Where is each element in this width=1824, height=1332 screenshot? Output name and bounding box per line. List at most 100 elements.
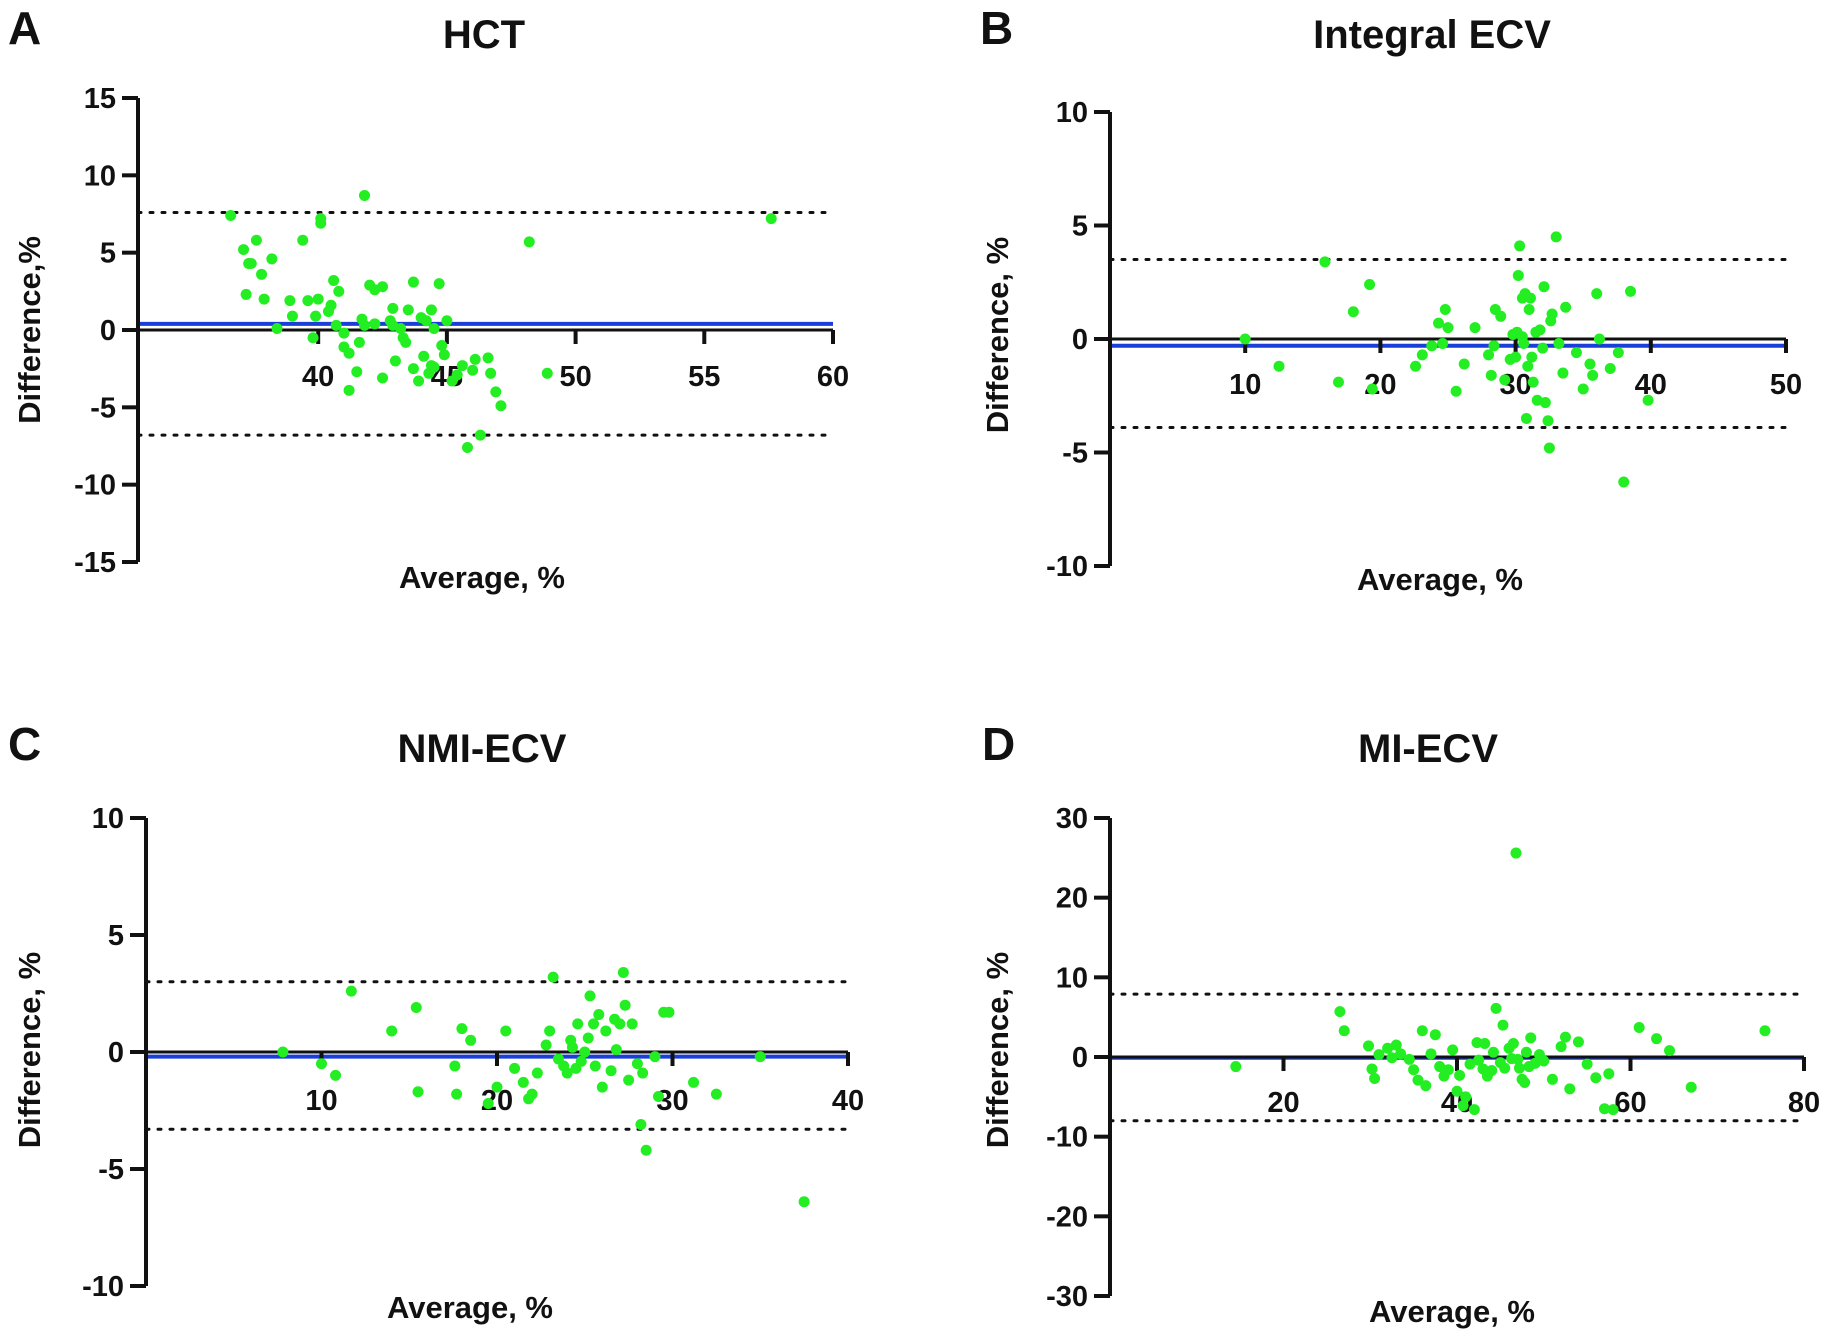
data-point-d xyxy=(1598,1103,1610,1115)
data-point-a xyxy=(312,293,324,305)
data-point-b xyxy=(1593,333,1605,345)
data-point-a xyxy=(297,234,309,246)
data-point-c xyxy=(547,971,559,983)
data-point-a xyxy=(428,322,440,334)
data-point-c xyxy=(277,1046,289,1058)
data-point-b xyxy=(1542,415,1554,427)
data-point-b xyxy=(1450,385,1462,397)
data-point-b xyxy=(1537,342,1549,354)
panel-c: C NMI-ECV Average, % Difference, % 10 5 0 -… xyxy=(8,718,864,1325)
data-point-c xyxy=(605,1065,617,1077)
y-tick-label-d: -20 xyxy=(1046,1201,1088,1233)
data-point-d xyxy=(1442,1064,1454,1076)
data-point-a xyxy=(315,213,327,225)
data-point-d xyxy=(1490,1002,1502,1014)
data-point-d xyxy=(1759,1025,1771,1037)
data-point-d xyxy=(1520,1046,1532,1058)
data-point-a xyxy=(225,210,237,222)
data-point-d xyxy=(1507,1037,1519,1049)
data-point-d xyxy=(1447,1044,1459,1056)
y-tick-label-b: 5 xyxy=(1072,211,1088,243)
data-point-d xyxy=(1486,1065,1498,1077)
data-point-d xyxy=(1464,1058,1476,1070)
data-point-a xyxy=(258,293,270,305)
data-point-b xyxy=(1523,303,1535,315)
data-point-c xyxy=(465,1034,477,1046)
data-point-d xyxy=(1513,1062,1525,1074)
data-point-c xyxy=(526,1088,538,1100)
y-axis-label-c: Difference, % xyxy=(12,952,47,1148)
panel-letter-b: B xyxy=(980,2,1013,54)
data-point-b xyxy=(1347,306,1359,318)
data-point-a xyxy=(413,375,425,387)
data-point-b xyxy=(1410,360,1422,372)
data-point-b xyxy=(1522,360,1534,372)
data-point-a xyxy=(256,268,268,280)
x-tick-label-d: 80 xyxy=(1788,1087,1820,1119)
data-point-b xyxy=(1553,338,1565,350)
panel-title-a: HCT xyxy=(443,13,525,57)
data-point-d xyxy=(1338,1025,1350,1037)
y-tick-label-c: -5 xyxy=(98,1154,124,1186)
data-point-d xyxy=(1460,1091,1472,1103)
data-point-c xyxy=(640,1144,652,1156)
data-point-b xyxy=(1527,376,1539,388)
data-point-b xyxy=(1526,351,1538,363)
data-point-d xyxy=(1512,1053,1524,1065)
data-point-a xyxy=(495,400,507,412)
data-point-b xyxy=(1546,308,1558,320)
data-point-a xyxy=(523,236,535,248)
data-point-b xyxy=(1618,476,1630,488)
data-point-b xyxy=(1433,317,1445,329)
data-point-d xyxy=(1230,1061,1242,1073)
data-point-c xyxy=(584,990,596,1002)
y-tick-label-d: 20 xyxy=(1056,883,1088,915)
data-point-b xyxy=(1534,324,1546,336)
data-point-c xyxy=(588,1018,600,1030)
data-point-b xyxy=(1332,376,1344,388)
y-tick-label-b: -5 xyxy=(1062,438,1088,470)
data-point-b xyxy=(1442,322,1454,334)
data-point-d xyxy=(1664,1045,1676,1057)
data-point-b xyxy=(1625,285,1637,297)
data-point-a xyxy=(240,288,252,300)
data-point-b xyxy=(1518,338,1530,350)
data-point-c xyxy=(575,1055,587,1067)
data-point-d xyxy=(1416,1025,1428,1037)
y-tick-label-a: 5 xyxy=(100,238,116,270)
data-point-c xyxy=(412,1086,424,1098)
data-point-b xyxy=(1319,256,1331,268)
data-point-c xyxy=(754,1051,766,1063)
data-point-a xyxy=(310,310,322,322)
data-point-c xyxy=(596,1081,608,1093)
data-point-d xyxy=(1412,1074,1424,1086)
data-point-a xyxy=(420,315,432,327)
data-point-a xyxy=(343,347,355,359)
data-point-c xyxy=(619,999,631,1011)
data-point-b xyxy=(1483,349,1495,361)
x-tick-label-d: 20 xyxy=(1267,1087,1299,1119)
x-tick-label-b: 10 xyxy=(1229,369,1261,401)
data-point-c xyxy=(572,1018,584,1030)
data-point-c xyxy=(649,1051,661,1063)
data-point-b xyxy=(1366,383,1378,395)
data-point-d xyxy=(1564,1083,1576,1095)
data-point-b xyxy=(1524,292,1536,304)
data-point-a xyxy=(351,366,363,378)
data-point-b xyxy=(1584,358,1596,370)
data-point-d xyxy=(1468,1104,1480,1116)
data-point-d xyxy=(1685,1081,1697,1093)
data-point-b xyxy=(1499,374,1511,386)
data-point-a xyxy=(418,350,430,362)
data-point-b xyxy=(1570,347,1582,359)
data-point-d xyxy=(1408,1064,1420,1076)
data-point-a xyxy=(266,253,278,265)
data-point-c xyxy=(316,1058,327,1070)
data-point-a xyxy=(482,352,494,364)
data-point-d xyxy=(1651,1033,1663,1045)
data-point-a xyxy=(333,285,345,297)
data-point-d xyxy=(1369,1073,1381,1085)
data-point-d xyxy=(1395,1048,1407,1060)
data-point-d xyxy=(1529,1057,1541,1069)
panel-a: A HCT Average, % Difference,% 151050-5-1… xyxy=(8,2,849,595)
